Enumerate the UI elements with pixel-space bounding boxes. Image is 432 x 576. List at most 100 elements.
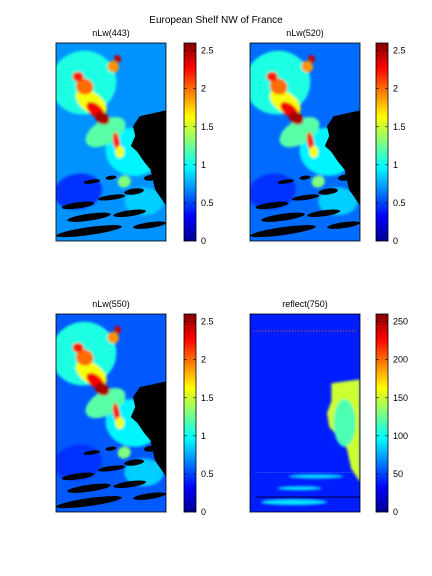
- land-mask: [130, 381, 166, 477]
- colorbar-tick-label: 0: [201, 507, 206, 517]
- panel-2: nLw(520) 0 0.5 1 1.5 2 2.5: [249, 28, 406, 246]
- heatmap-image: [250, 314, 360, 512]
- panel-title: nLw(520): [286, 28, 324, 38]
- cloud-mask: [338, 174, 352, 181]
- cloud-mask: [307, 209, 341, 218]
- heatmap-image: [250, 43, 360, 241]
- cloud-mask: [56, 225, 122, 238]
- colorbar-tick-label: 2: [201, 355, 206, 365]
- value-blob: [75, 78, 94, 95]
- value-blob: [94, 111, 110, 125]
- cloud-mask: [67, 212, 111, 222]
- cloud-mask: [255, 201, 289, 210]
- cloud-mask: [113, 480, 147, 489]
- value-blob: [114, 55, 122, 63]
- colorbar-tick-label: 0: [393, 236, 398, 246]
- colorbar-tick-label: 200: [393, 355, 408, 365]
- cloud-mask: [277, 179, 294, 184]
- value-blob: [94, 382, 110, 396]
- colorbar: [184, 314, 196, 512]
- cloud-mask: [61, 472, 95, 481]
- cloud-mask: [144, 174, 158, 181]
- cloud-mask: [261, 212, 305, 222]
- cloud-mask: [83, 179, 100, 184]
- panel-4: reflect(750) 0 50 100 150 200 250: [249, 299, 408, 517]
- value-blob: [107, 331, 119, 344]
- colorbar-tick-label: 250: [393, 317, 408, 327]
- colorbar-frame: [183, 42, 197, 242]
- colorbar-tick-label: 2.5: [393, 46, 406, 56]
- colorbar-frame: [183, 313, 197, 513]
- cloud-mask: [299, 175, 311, 180]
- colorbar-tick-label: 0: [201, 236, 206, 246]
- land-mask: [324, 110, 360, 206]
- heatmap-image: [56, 43, 166, 241]
- panel-title: nLw(443): [92, 28, 130, 38]
- colorbar-tick-label: 1.5: [201, 393, 214, 403]
- panel-1: nLw(443) 0 0.5 1 1.5 2 2.5: [55, 28, 214, 246]
- cloud-mask: [144, 445, 158, 452]
- value-blob: [72, 71, 84, 82]
- axes-frame: [55, 313, 167, 513]
- value-blob: [288, 111, 304, 125]
- axes-frame: [249, 313, 361, 513]
- colorbar-tick-label: 1: [201, 431, 206, 441]
- colorbar-tick-label: 100: [393, 431, 408, 441]
- figure-title: European Shelf NW of France: [149, 15, 283, 26]
- cloud-mask: [124, 459, 144, 466]
- cloud-mask: [124, 188, 144, 195]
- colorbar: [376, 314, 388, 512]
- colorbar-tick-label: 2: [201, 84, 206, 94]
- colorbar-tick-label: 1: [393, 160, 398, 170]
- colorbar: [376, 43, 388, 241]
- panels: nLw(443) 0 0.5 1 1.5 2 2.5 nLw(520) 0 0.5 1 1.5 2 2.5…: [55, 28, 408, 517]
- value-blob: [301, 60, 313, 73]
- value-blob: [311, 175, 325, 188]
- colorbar-tick-label: 0.5: [393, 198, 406, 208]
- colorbar-tick-label: 50: [393, 469, 403, 479]
- colorbar-tick-label: 0: [393, 507, 398, 517]
- cloud-mask: [56, 496, 122, 509]
- colorbar-tick-label: 1.5: [201, 122, 214, 132]
- value-blob: [266, 71, 278, 82]
- value-blob: [114, 326, 122, 334]
- cloud-mask: [83, 450, 100, 455]
- cloud-mask: [327, 221, 360, 229]
- colorbar-tick-label: 150: [393, 393, 408, 403]
- value-blob: [308, 55, 316, 63]
- colorbar-tick-label: 0.5: [201, 198, 214, 208]
- cloud-mask: [97, 194, 126, 201]
- value-blob: [269, 78, 288, 95]
- cloud-mask: [113, 209, 147, 218]
- cloud-mask: [133, 221, 166, 229]
- value-blob: [75, 349, 94, 366]
- cloud-streak: [288, 474, 344, 479]
- heatmap-image: [56, 314, 166, 512]
- colorbar-tick-label: 2.5: [201, 46, 214, 56]
- cloud-mask: [250, 225, 316, 238]
- colorbar-tick-label: 2.5: [201, 317, 214, 327]
- colorbar-tick-label: 2: [393, 84, 398, 94]
- cloud-mask: [61, 201, 95, 210]
- value-blob: [117, 175, 131, 188]
- cloud-mask: [133, 492, 166, 500]
- value-blob: [115, 145, 125, 158]
- cloud-mask: [318, 188, 338, 195]
- cloud-streak: [261, 499, 327, 506]
- value-blob: [117, 446, 131, 459]
- panel-title: nLw(550): [92, 299, 130, 309]
- value-blob: [115, 416, 125, 429]
- axes-frame: [55, 42, 167, 242]
- land-region: [333, 399, 356, 447]
- colorbar-tick-label: 0.5: [201, 469, 214, 479]
- value-blob: [309, 145, 319, 158]
- cloud-mask: [105, 175, 117, 180]
- cloud-mask: [105, 446, 117, 451]
- cloud-mask: [67, 483, 111, 493]
- colorbar-frame: [375, 42, 389, 242]
- value-blob: [107, 60, 119, 73]
- panel-title: reflect(750): [282, 299, 328, 309]
- colorbar-tick-label: 1.5: [393, 122, 406, 132]
- colorbar: [184, 43, 196, 241]
